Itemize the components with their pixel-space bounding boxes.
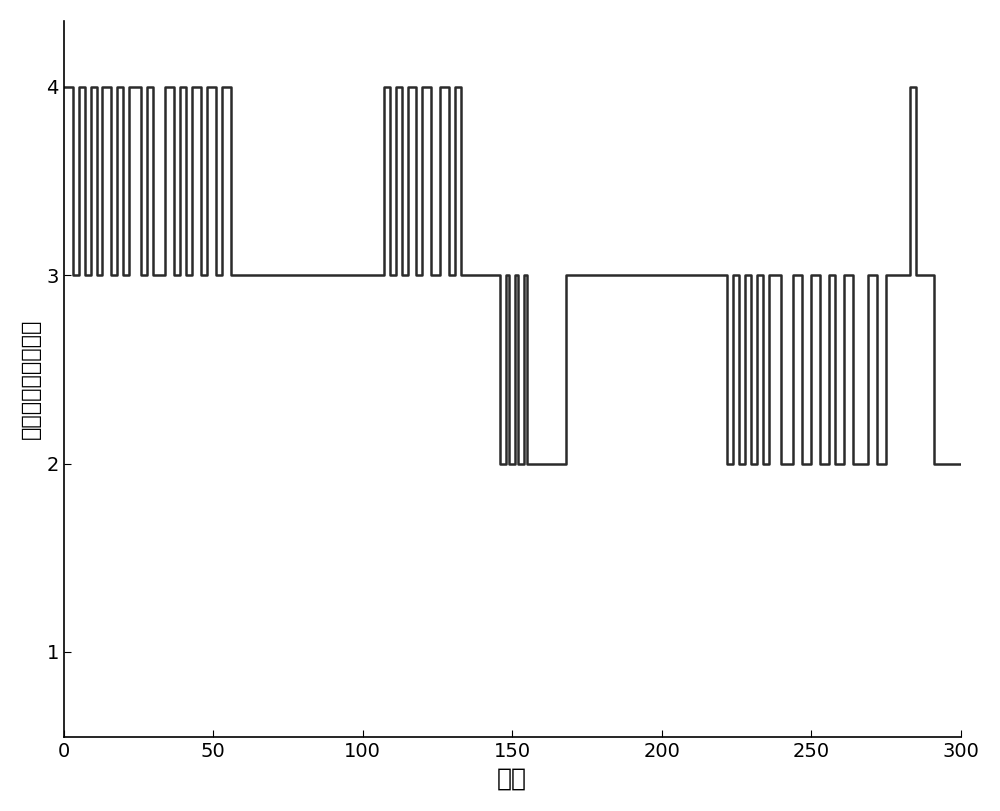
- Y-axis label: 盾构机掘进状态等级: 盾构机掘进状态等级: [21, 319, 41, 439]
- X-axis label: 环数: 环数: [497, 766, 527, 790]
